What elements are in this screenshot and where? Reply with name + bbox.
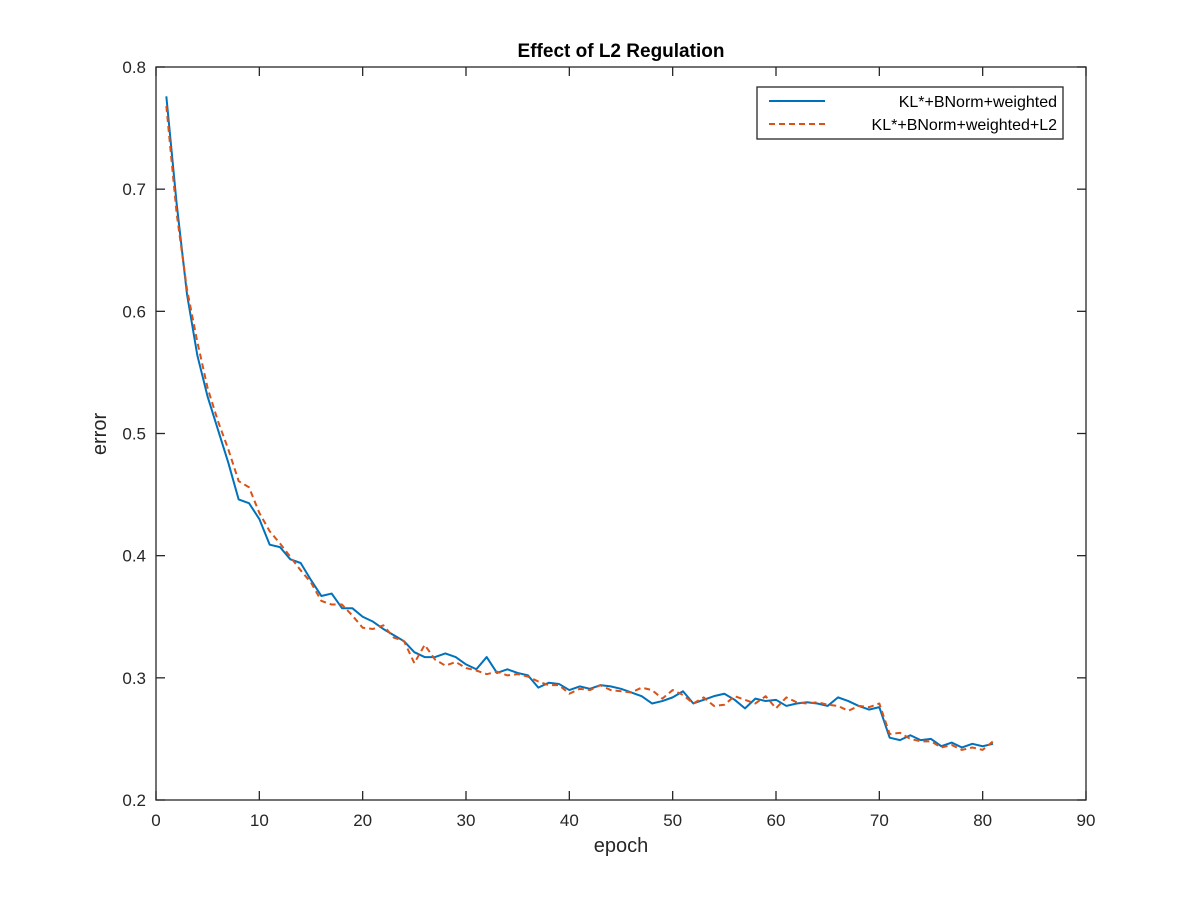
tick-layer: 0 10 20 30 40 50 60 70 80 90 0.2 0.3 0.4 0.5 0.6 0.7 0.8 xyxy=(122,58,1095,830)
series-line-2 xyxy=(165,105,994,751)
legend-label-series-2: KL*+BNorm+weighted+L2 xyxy=(872,117,1058,134)
series-layer xyxy=(165,96,994,751)
x-tick-label: 90 xyxy=(1077,811,1096,830)
x-tick-label: 0 xyxy=(151,811,160,830)
y-axis-label: error xyxy=(89,413,111,456)
legend-box xyxy=(756,86,1064,140)
x-tick-label: 30 xyxy=(457,811,476,830)
x-tick-label: 80 xyxy=(973,811,992,830)
y-tick-label: 0.6 xyxy=(122,302,146,321)
y-tick-label: 0.8 xyxy=(122,58,146,77)
legend[interactable]: KL*+BNorm+weighted KL*+BNorm+weighted+L2 xyxy=(756,86,1064,140)
y-tick-label: 0.7 xyxy=(122,180,146,199)
plot-area xyxy=(156,67,1086,800)
x-tick-label: 40 xyxy=(560,811,579,830)
y-tick-label: 0.4 xyxy=(122,547,146,566)
y-tick-label: 0.2 xyxy=(122,791,146,810)
y-tick-label: 0.5 xyxy=(122,425,146,444)
x-tick-label: 50 xyxy=(663,811,682,830)
legend-label-series-1: KL*+BNorm+weighted xyxy=(899,94,1057,111)
x-tick-label: 60 xyxy=(767,811,786,830)
series-line-1 xyxy=(165,96,994,749)
chart-title: Effect of L2 Regulation xyxy=(518,41,725,62)
x-axis-label: epoch xyxy=(594,835,649,857)
x-tick-label: 20 xyxy=(353,811,372,830)
x-tick-label: 10 xyxy=(250,811,269,830)
y-tick-label: 0.3 xyxy=(122,669,146,688)
x-tick-label: 70 xyxy=(870,811,889,830)
